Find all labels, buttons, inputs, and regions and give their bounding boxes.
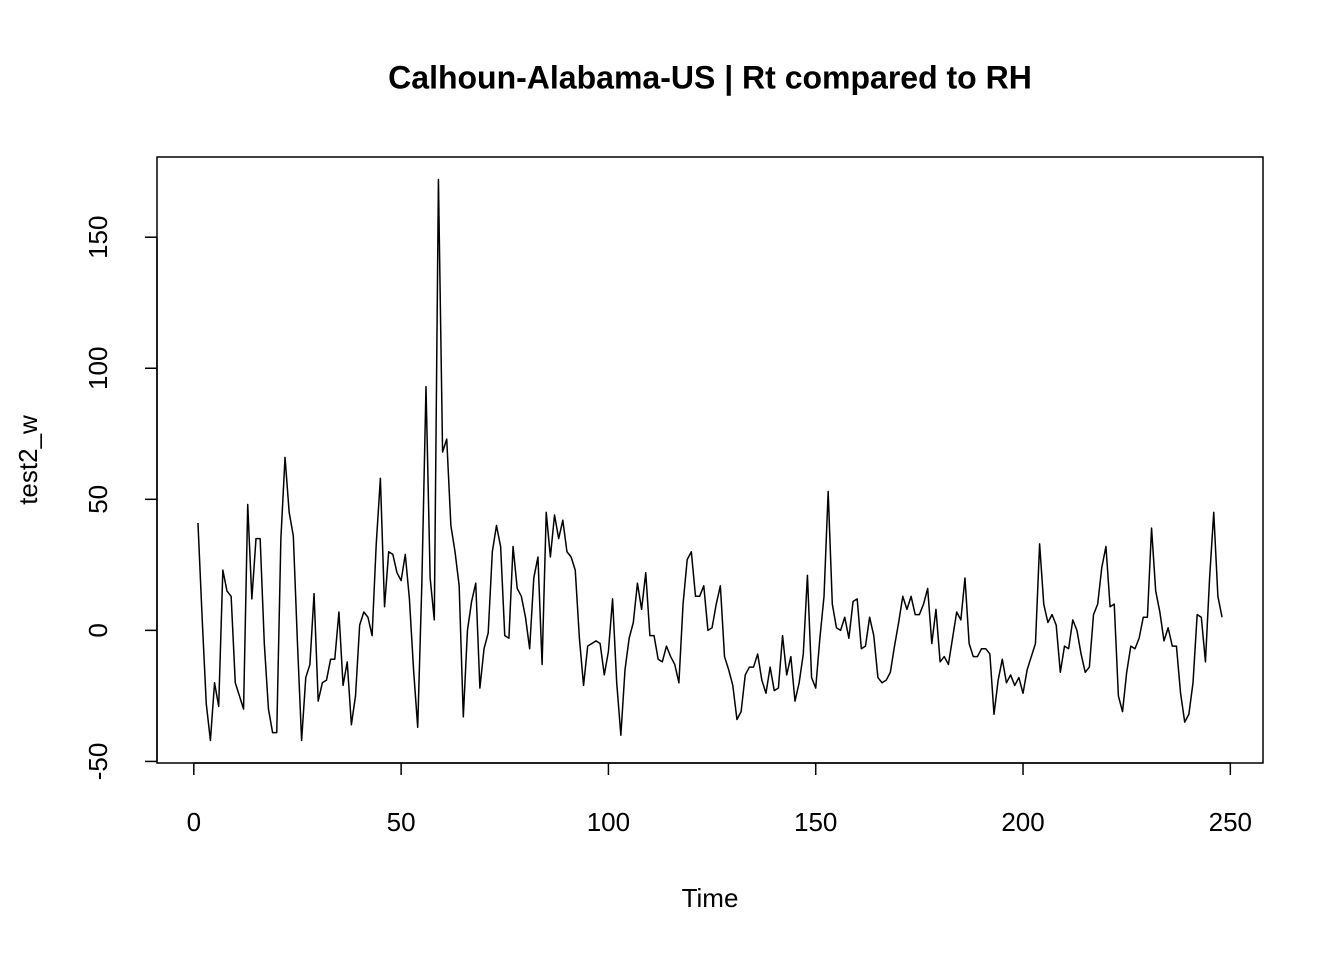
x-tick-label: 250 [1209, 807, 1252, 837]
chart-title: Calhoun-Alabama-US | Rt compared to RH [388, 59, 1032, 95]
x-tick-label: 100 [587, 807, 630, 837]
y-tick-label: 50 [83, 485, 113, 514]
x-tick-label: 150 [794, 807, 837, 837]
y-tick-label: -50 [83, 743, 113, 781]
x-tick-label: 50 [387, 807, 416, 837]
x-axis-title: Time [682, 883, 739, 913]
data-line [197, 178, 1223, 742]
y-tick-label: 0 [83, 623, 113, 637]
y-axis-title: test2_w [13, 415, 43, 505]
y-tick-label: 150 [83, 216, 113, 259]
x-tick-label: 200 [1001, 807, 1044, 837]
y-tick-label: 100 [83, 347, 113, 390]
x-tick-label: 0 [187, 807, 201, 837]
